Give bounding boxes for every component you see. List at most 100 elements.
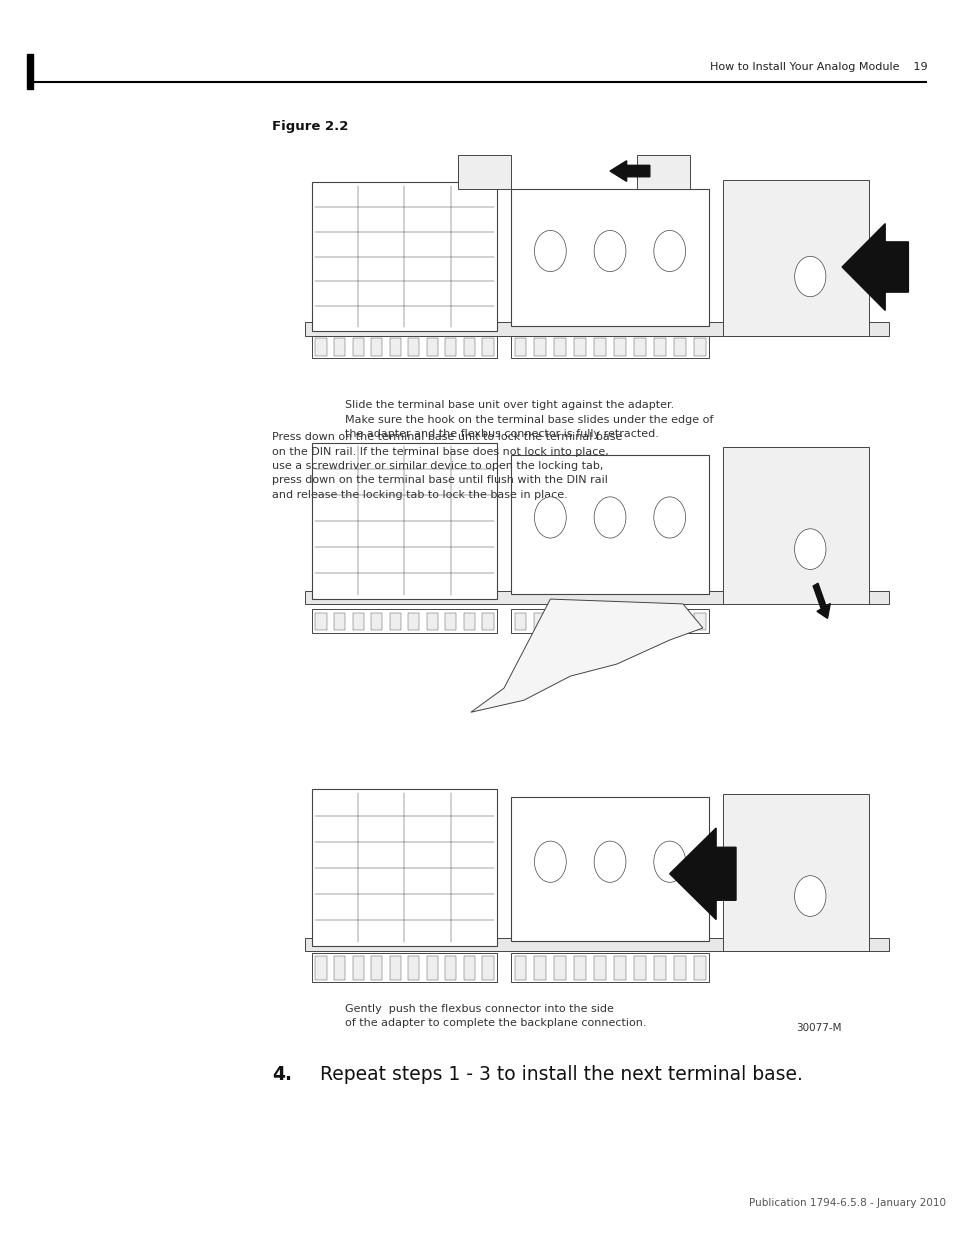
Bar [673, 614, 685, 630]
Bar [534, 614, 546, 630]
Bar [594, 956, 605, 979]
Bar [315, 956, 326, 979]
Bar [312, 442, 497, 599]
Bar [554, 956, 566, 979]
Bar [510, 336, 709, 358]
Bar [463, 956, 475, 979]
Bar [693, 614, 705, 630]
Bar [371, 337, 382, 356]
Bar [534, 956, 546, 979]
Text: Publication 1794-6.5.8 - January 2010: Publication 1794-6.5.8 - January 2010 [748, 1198, 944, 1208]
Bar [272, 753, 934, 994]
Bar [653, 337, 665, 356]
Bar [614, 337, 625, 356]
Bar [463, 337, 475, 356]
Polygon shape [470, 599, 702, 713]
Bar [305, 937, 887, 951]
Bar [312, 609, 497, 632]
Bar [510, 189, 709, 326]
Bar [594, 614, 605, 630]
Circle shape [534, 496, 566, 538]
Bar [482, 956, 493, 979]
Bar [673, 956, 685, 979]
Bar [633, 614, 645, 630]
Bar [514, 337, 526, 356]
Bar [426, 956, 437, 979]
Bar [334, 614, 345, 630]
Text: Slide the terminal base unit over tight against the adapter.
Make sure the hook : Slide the terminal base unit over tight … [345, 400, 713, 438]
Bar [312, 336, 497, 358]
Text: Press down on the terminal base unit to lock the terminal base
on the DIN rail. : Press down on the terminal base unit to … [272, 432, 621, 500]
Bar [305, 322, 887, 336]
Circle shape [594, 231, 625, 272]
Bar [457, 156, 510, 189]
Bar [353, 956, 363, 979]
Bar [371, 614, 382, 630]
Bar [722, 794, 867, 951]
Bar [408, 337, 419, 356]
Bar [312, 183, 497, 331]
Bar [510, 609, 709, 632]
Bar [633, 956, 645, 979]
Bar [371, 956, 382, 979]
Bar [445, 956, 456, 979]
Bar [312, 953, 497, 982]
Bar [408, 614, 419, 630]
Bar [334, 337, 345, 356]
Bar [426, 614, 437, 630]
Circle shape [594, 496, 625, 538]
Circle shape [653, 496, 685, 538]
Text: Figure 2.2: Figure 2.2 [272, 120, 348, 133]
Bar [389, 614, 400, 630]
Bar [514, 614, 526, 630]
Bar [334, 956, 345, 979]
Bar [510, 454, 709, 594]
Bar [510, 953, 709, 982]
Circle shape [534, 841, 566, 882]
Circle shape [653, 231, 685, 272]
Bar [722, 180, 867, 336]
Bar [633, 337, 645, 356]
Text: Gently  push the flexbus connector into the side
of the adapter to complete the : Gently push the flexbus connector into t… [345, 1004, 646, 1029]
Bar [312, 789, 497, 946]
Bar [305, 590, 887, 604]
Text: 4.: 4. [272, 1065, 292, 1083]
Bar [272, 411, 934, 652]
Bar [445, 614, 456, 630]
Bar [482, 337, 493, 356]
Bar [722, 447, 867, 604]
Bar [554, 614, 566, 630]
Bar [408, 956, 419, 979]
Bar [463, 614, 475, 630]
Text: 30077-M: 30077-M [796, 1023, 841, 1032]
Bar [636, 156, 689, 189]
FancyArrow shape [669, 827, 735, 920]
Circle shape [653, 841, 685, 882]
Bar [693, 337, 705, 356]
Bar [315, 614, 326, 630]
Bar [653, 956, 665, 979]
Bar [389, 956, 400, 979]
Bar [534, 337, 546, 356]
Circle shape [534, 231, 566, 272]
Bar [614, 614, 625, 630]
Bar [594, 337, 605, 356]
Bar [574, 337, 585, 356]
Circle shape [794, 529, 825, 569]
Text: Repeat steps 1 - 3 to install the next terminal base.: Repeat steps 1 - 3 to install the next t… [308, 1065, 802, 1083]
Bar [353, 614, 363, 630]
Bar [353, 337, 363, 356]
Bar [554, 337, 566, 356]
Bar [574, 956, 585, 979]
Bar [653, 614, 665, 630]
Bar [693, 956, 705, 979]
Circle shape [794, 257, 825, 296]
Bar [27, 54, 33, 89]
Text: How to Install Your Analog Module    19: How to Install Your Analog Module 19 [709, 62, 926, 72]
Bar [514, 956, 526, 979]
FancyArrow shape [841, 224, 907, 310]
Bar [426, 337, 437, 356]
Bar [614, 956, 625, 979]
Bar [574, 614, 585, 630]
Bar [389, 337, 400, 356]
